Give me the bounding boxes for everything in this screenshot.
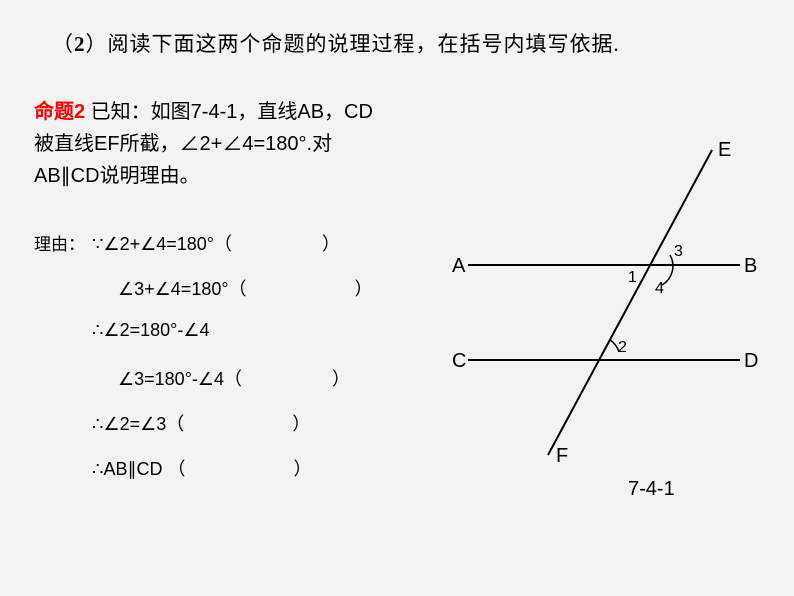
- diagram-svg: A B C D E F 3 1 4 2: [440, 130, 760, 530]
- proposition-number: 2: [74, 101, 85, 123]
- proof-line-4: ∠3=180°-∠4（ ）: [118, 365, 350, 391]
- heading-number: 2: [74, 32, 86, 56]
- proof-line-5: ∴∠2=∠3（ ）: [92, 410, 310, 436]
- label-b: B: [744, 255, 757, 277]
- geometry-diagram: A B C D E F 3 1 4 2 7-4-1: [440, 130, 760, 530]
- label-f: F: [556, 445, 568, 467]
- proposition-text-2: 被直线EF所截，∠2+∠4=180°.对: [34, 133, 332, 155]
- angle-4: 4: [655, 280, 664, 297]
- proposition-text-3: AB∥CD说明理由。: [34, 165, 200, 187]
- label-a: A: [452, 255, 466, 277]
- proof-line-1: ∵∠2+∠4=180°（ ）: [92, 230, 340, 256]
- proof-line-3: ∴∠2=180°-∠4: [92, 320, 209, 341]
- proposition-label: 命题: [34, 101, 74, 123]
- line-ef: [548, 150, 712, 455]
- figure-caption: 7-4-1: [628, 478, 675, 501]
- proposition-text-1: 已知：如图7-4-1，直线AB，CD: [85, 101, 373, 123]
- angle-1: 1: [628, 269, 637, 286]
- proof-line-6: ∴AB∥CD （ ）: [92, 455, 311, 481]
- label-c: C: [452, 350, 466, 372]
- angle-2: 2: [618, 339, 627, 356]
- label-e: E: [718, 139, 731, 161]
- proof-line-2: ∠3+∠4=180°（ ）: [118, 275, 373, 301]
- label-d: D: [744, 350, 758, 372]
- heading-text: ）阅读下面这两个命题的说理过程，在括号内填写依据.: [86, 32, 620, 56]
- paren-open: （: [52, 32, 74, 56]
- reason-label: 理由：: [34, 230, 85, 255]
- proposition-block: 命题2 已知：如图7-4-1，直线AB，CD 被直线EF所截，∠2+∠4=180…: [34, 96, 454, 192]
- instruction-heading: （2）阅读下面这两个命题的说理过程，在括号内填写依据.: [52, 28, 620, 58]
- angle-3: 3: [674, 243, 683, 260]
